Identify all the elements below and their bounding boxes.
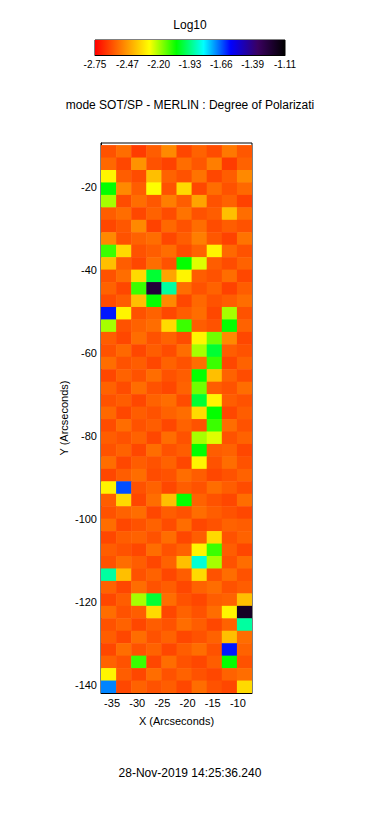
svg-text:Y (Arcseconds): Y (Arcseconds) [58,381,70,456]
svg-text:-60: -60 [81,347,97,359]
svg-text:-1.93: -1.93 [179,59,202,70]
svg-text:-2.75: -2.75 [84,59,107,70]
svg-text:28-Nov-2019 14:25:36.240: 28-Nov-2019 14:25:36.240 [119,766,262,780]
svg-text:mode SOT/SP - MERLIN : Degree: mode SOT/SP - MERLIN : Degree of Polariz… [66,98,315,112]
svg-text:-100: -100 [75,513,97,525]
svg-text:-15: -15 [205,697,221,709]
svg-text:-1.11: -1.11 [274,59,296,70]
svg-text:-40: -40 [81,264,97,276]
svg-text:-120: -120 [75,596,97,608]
svg-text:-35: -35 [104,697,120,709]
svg-text:-10: -10 [230,697,246,709]
svg-text:-30: -30 [129,697,145,709]
svg-text:-1.39: -1.39 [241,59,264,70]
svg-text:-1.66: -1.66 [210,59,233,70]
svg-text:-80: -80 [81,430,97,442]
svg-text:Log10: Log10 [173,18,207,32]
svg-text:-2.20: -2.20 [147,59,170,70]
svg-text:-20: -20 [180,697,196,709]
svg-text:-20: -20 [81,181,97,193]
svg-text:-25: -25 [154,697,170,709]
svg-text:X (Arcseconds): X (Arcseconds) [139,715,214,727]
svg-text:-140: -140 [75,679,97,691]
svg-text:-2.47: -2.47 [116,59,139,70]
